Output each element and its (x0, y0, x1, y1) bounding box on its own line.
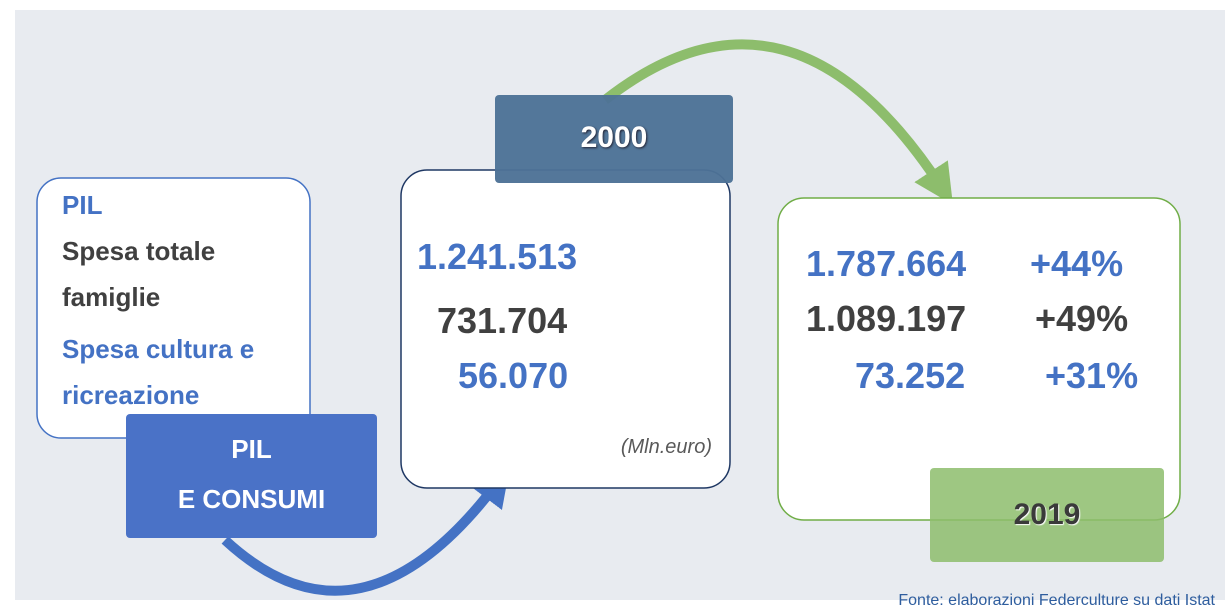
change: +49% (1035, 298, 1129, 339)
legend-item: Spesa totale famiglie (62, 236, 216, 312)
legend: PIL Spesa totale famiglie Spesa cultura … (62, 182, 314, 418)
header-2000 (495, 95, 733, 183)
badge (126, 414, 377, 538)
year-label: 2000 (580, 121, 648, 154)
change: +31% (1045, 355, 1139, 396)
value: 731.704 (437, 300, 568, 341)
value: 1.241.513 (417, 236, 578, 277)
badge-text: E CONSUMI (177, 484, 326, 514)
value: 1.089.197 (806, 298, 967, 339)
legend-item: PIL (62, 190, 103, 220)
badge-text: PIL (231, 434, 272, 464)
arrow-blue (221, 466, 511, 596)
value: 73.252 (855, 355, 966, 396)
value: 1.787.664 (806, 243, 967, 284)
change: +44% (1030, 243, 1124, 284)
legend-item: Spesa cultura e ricreazione (62, 334, 255, 410)
arrow-green (601, 39, 953, 205)
source: Fonte: elaborazioni Federculture su dati… (898, 592, 1215, 609)
year-label: 2019 (1013, 498, 1081, 531)
unit: (Mln.euro) (620, 436, 712, 458)
header-2019 (930, 468, 1164, 562)
value: 56.070 (458, 355, 569, 396)
